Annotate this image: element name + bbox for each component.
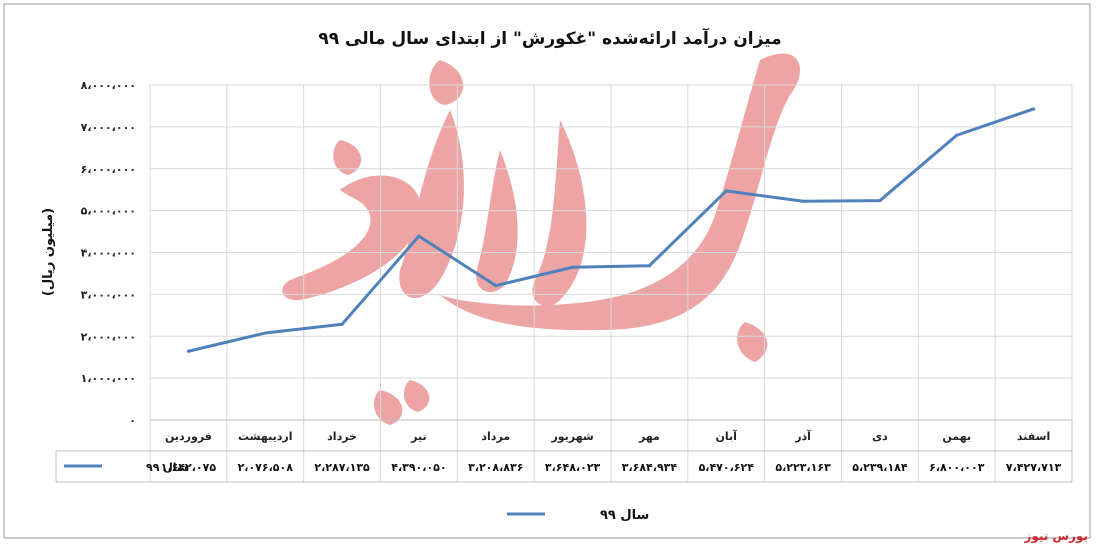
y-tick-label: ۵،۰۰۰،۰۰۰	[81, 205, 136, 218]
data-table-value: ۴،۳۹۰،۰۵۰	[391, 461, 446, 474]
table-series-name: سال ۹۹	[146, 461, 188, 474]
category-label: اردیبهشت	[238, 430, 292, 443]
data-table-value: ۱،۶۴۲،۰۷۵	[161, 461, 217, 474]
category-label: دی	[872, 430, 888, 443]
category-label: شهریور	[550, 430, 593, 443]
category-label: فروردین	[165, 430, 212, 443]
data-point	[955, 133, 959, 137]
series-line	[188, 107, 1035, 353]
watermark-logo	[282, 53, 800, 425]
y-tick-label: ۶،۰۰۰،۰۰۰	[81, 163, 136, 176]
brand-label: بورس نیوز	[1024, 529, 1088, 543]
gridlines	[149, 84, 1073, 482]
data-table-value: ۳،۶۴۸،۰۲۳	[545, 461, 601, 474]
category-label: بهمن	[942, 430, 971, 443]
data-table-value: ۶،۸۰۰،۰۰۳	[929, 461, 985, 474]
y-tick-label: ۰	[129, 414, 136, 427]
category-label: مهر	[638, 430, 660, 443]
data-point	[263, 331, 267, 335]
category-label: آذر	[794, 429, 811, 443]
data-point	[878, 199, 882, 203]
legend: سال ۹۹	[507, 508, 649, 523]
data-point	[570, 265, 575, 269]
y-tick-label: ۷،۰۰۰،۰۰۰	[81, 121, 136, 134]
y-tick-label: ۸،۰۰۰،۰۰۰	[81, 79, 136, 92]
chart-title: میزان درآمد ارائه‌شده "غکورش" از ابتدای …	[318, 27, 781, 49]
y-tick-label: ۲،۰۰۰،۰۰۰	[81, 330, 136, 343]
data-table: فروردین ۱،۶۴۲،۰۷۵ اردیبهشت ۲،۰۷۶،۵۰۸ خرداد ۲،…	[55, 419, 1073, 483]
y-tick-label: ۳،۰۰۰،۰۰۰	[81, 288, 136, 301]
category-label: آبان	[716, 429, 738, 443]
y-axis-ticks: ۰ ۱،۰۰۰،۰۰۰ ۲،۰۰۰،۰۰۰ ۳،۰۰۰،۰۰۰ ۴،۰۰۰،۰۰۰ ۵،۰…	[81, 79, 136, 427]
data-point	[494, 284, 498, 288]
y-tick-label: ۱،۰۰۰،۰۰۰	[81, 372, 136, 385]
legend-label: سال ۹۹	[600, 508, 649, 523]
data-point	[647, 264, 652, 268]
data-table-value: ۳،۶۸۴،۹۳۴	[622, 461, 678, 474]
category-label: اسفند	[1017, 430, 1050, 443]
data-point	[340, 322, 344, 326]
data-point	[186, 349, 191, 353]
y-axis-label: (میلیون ریال)	[41, 208, 56, 296]
data-table-value: ۵،۴۷۰،۶۲۴	[699, 461, 755, 474]
y-tick-label: ۴،۰۰۰،۰۰۰	[81, 247, 136, 260]
data-table-value: ۲،۲۸۷،۱۳۵	[314, 461, 370, 474]
data-table-value: ۵،۲۲۳،۱۶۳	[775, 461, 831, 474]
data-table-value: ۵،۲۳۹،۱۸۴	[852, 461, 908, 474]
series-layer	[186, 107, 1036, 353]
data-point	[724, 189, 728, 193]
data-point	[1031, 107, 1036, 111]
data-table-value: ۳،۲۰۸،۸۳۶	[468, 461, 523, 474]
category-label: مرداد	[481, 430, 510, 443]
data-point	[801, 199, 805, 203]
category-label: خرداد	[327, 430, 357, 443]
data-table-value: ۷،۴۲۷،۷۱۳	[1006, 461, 1062, 474]
data-point	[417, 234, 421, 238]
data-table-value: ۲،۰۷۶،۵۰۸	[238, 461, 294, 474]
category-label: تیر	[410, 430, 426, 443]
